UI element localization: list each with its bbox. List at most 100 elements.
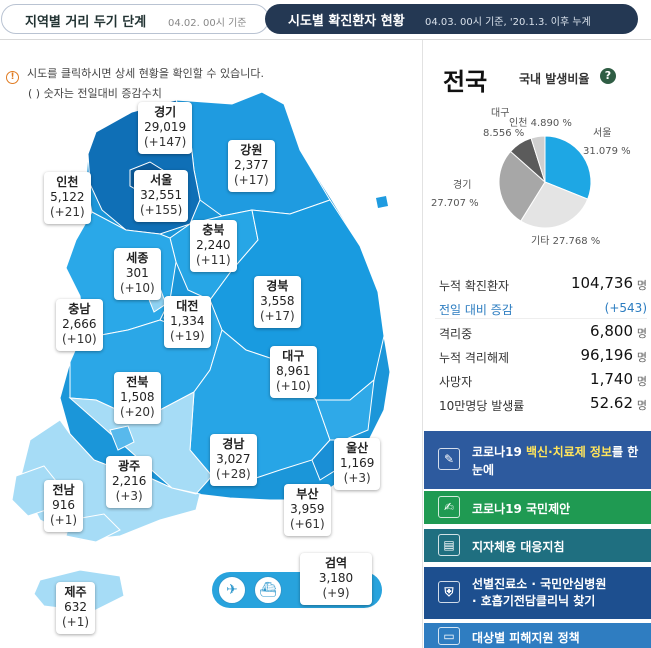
region-card-incheon[interactable]: 인천 5,122 (+21): [44, 172, 91, 224]
support-policy-label: 대상별 피해지원 정책: [472, 631, 580, 645]
stat-label: 누적 확진환자: [439, 279, 510, 293]
map-note-text1: 시도를 클릭하시면 상세 현황을 확인할 수 있습니다.: [27, 67, 264, 80]
stat-unit: 명: [636, 399, 647, 412]
airplane-icon[interactable]: ✈: [218, 576, 246, 604]
region-shape-gwangju[interactable]: [109, 425, 135, 451]
region-card-chungnam[interactable]: 충남 2,666 (+10): [56, 299, 103, 351]
region-cases: 29,019: [144, 120, 187, 134]
pie-label-gyeonggi: 경기: [453, 180, 472, 191]
stat-unit: 명: [636, 351, 647, 364]
region-cases: 3,959: [290, 502, 325, 516]
clinic-finder-label: 선별진료소 · 국민안심병원 · 호흡기전담클리닉 찾기: [472, 576, 646, 610]
region-card-busan[interactable]: 부산 3,959 (+61): [284, 484, 331, 536]
region-name: 전남: [52, 483, 75, 497]
region-card-jeonbuk[interactable]: 전북 1,508 (+20): [114, 372, 161, 424]
vaccine-label-pre: 코로나19: [472, 445, 526, 459]
region-cases: 3,558: [260, 294, 295, 308]
region-cases: 8,961: [276, 364, 311, 378]
region-card-gwangju[interactable]: 광주 2,216 (+3): [106, 456, 153, 508]
region-name: 제주: [64, 585, 87, 599]
region-card-seoul[interactable]: 서울 32,551 (+155): [134, 170, 189, 222]
region-name: 경남: [222, 437, 245, 451]
korea-map: 경기 29,019 (+147) 강원 2,377 (+17) 인천 5,122…: [0, 92, 430, 648]
region-card-gyeonggi[interactable]: 경기 29,019 (+147): [138, 102, 193, 154]
region-name: 경북: [266, 279, 289, 293]
region-card-chungbuk[interactable]: 충북 2,240 (+11): [190, 220, 237, 272]
shield-icon: ⛨: [438, 581, 460, 603]
stat-row-total: 누적 확진환자 104,736 명: [435, 271, 647, 295]
pie-label-incheon: 인천 4.890 %: [509, 118, 572, 129]
pie-label-gyeonggi-value: 27.707 %: [431, 198, 479, 209]
region-name: 경기: [154, 105, 177, 119]
tab-distancing-level-label: 지역별 거리 두기 단계: [25, 15, 147, 30]
top-tab-bar: 지역별 거리 두기 단계 04.02. 00시 기준 시도별 확진환자 현황 0…: [0, 0, 651, 40]
region-card-gyeongnam[interactable]: 경남 3,027 (+28): [210, 434, 257, 486]
tab-city-cases[interactable]: 시도별 확진환자 현황 04.03. 00시 기준, '20.1.3. 이후 누…: [265, 4, 638, 34]
pie-slice-4: [530, 135, 546, 183]
help-icon[interactable]: ?: [600, 68, 616, 84]
region-card-daegu[interactable]: 대구 8,961 (+10): [270, 346, 317, 398]
guideline-label: 지자체용 대응지침: [472, 540, 565, 554]
proposal-button[interactable]: ✍ 코로나19 국민제안: [424, 491, 651, 524]
folder-icon: ▭: [438, 627, 460, 645]
region-cases: 3,027: [216, 452, 251, 466]
proposal-label: 코로나19 국민제안: [472, 502, 571, 516]
region-cases: 301: [125, 266, 149, 280]
region-name: 서울: [150, 173, 173, 187]
region-card-gyeongbuk[interactable]: 경북 3,558 (+17): [254, 276, 301, 328]
stat-label: 사망자: [439, 375, 473, 389]
tab-distancing-level[interactable]: 지역별 거리 두기 단계 04.02. 00시 기준: [1, 4, 269, 34]
region-delta: (+19): [170, 329, 205, 343]
region-delta: (+11): [196, 253, 231, 267]
pie-slice-1: [520, 181, 589, 229]
divider: [435, 318, 647, 319]
pie-svg: [498, 135, 592, 229]
region-name: 세종: [126, 251, 149, 265]
region-name: 대전: [176, 299, 199, 313]
pie-label-other: 기타 27.768 %: [531, 236, 601, 247]
stat-value: (+543): [604, 301, 647, 315]
region-delta: (+3): [343, 471, 371, 485]
region-card-quarantine[interactable]: 검역 3,180 (+9): [300, 553, 372, 605]
region-name: 충남: [68, 302, 91, 316]
region-card-jeonnam[interactable]: 전남 916 (+1): [44, 480, 84, 532]
region-card-sejong[interactable]: 세종 301 (+10): [114, 248, 161, 300]
national-stats: 누적 확진환자 104,736 명 전일 대비 증감 (+543) 격리중 6,…: [435, 271, 647, 415]
pie-label-daegu: 대구: [491, 108, 510, 119]
region-cases: 2,216: [112, 474, 147, 488]
region-delta: (+17): [260, 309, 295, 323]
stat-unit: 명: [636, 279, 647, 292]
region-card-jeju[interactable]: 제주 632 (+1): [56, 582, 96, 634]
stat-value: 6,800: [590, 322, 633, 340]
map-note-line1: ! 시도를 클릭하시면 상세 현황을 확인할 수 있습니다.: [6, 64, 264, 84]
region-card-ulsan[interactable]: 울산 1,169 (+3): [334, 438, 381, 490]
map-note: ! 시도를 클릭하시면 상세 현황을 확인할 수 있습니다. ( ) 숫자는 전일…: [6, 64, 264, 104]
region-name: 울산: [346, 441, 369, 455]
syringe-icon: ✎: [438, 448, 460, 470]
region-name: 대구: [282, 349, 305, 363]
map-note-line2: ( ) 숫자는 전일대비 증감수치: [28, 87, 162, 100]
ship-icon[interactable]: ⛴: [254, 576, 282, 604]
region-cases: 1,334: [170, 314, 205, 328]
pie-label-seoul-value: 31.079 %: [583, 146, 631, 157]
region-card-gangwon[interactable]: 강원 2,377 (+17): [228, 140, 275, 192]
stat-label: 격리중: [439, 327, 473, 341]
clinic-label-line1: 선별진료소 · 국민안심병원: [472, 577, 607, 591]
support-policy-button[interactable]: ▭ 대상별 피해지원 정책: [424, 623, 651, 648]
clinic-finder-button[interactable]: ⛨ 선별진료소 · 국민안심병원 · 호흡기전담클리닉 찾기: [424, 567, 651, 619]
pie-slice-2: [498, 150, 546, 222]
region-cases: 2,666: [62, 317, 97, 331]
region-cases: 2,377: [234, 158, 269, 172]
vaccine-info-button[interactable]: ✎ 코로나19 백신·치료제 정보를 한눈에: [424, 431, 651, 489]
stat-value: 96,196: [580, 346, 634, 364]
guideline-button[interactable]: ▤ 지자체용 대응지침: [424, 529, 651, 562]
pie-label-seoul: 서울: [593, 128, 612, 139]
region-name: 부산: [296, 487, 319, 501]
region-name: 인천: [56, 175, 79, 189]
region-delta: (+28): [216, 467, 251, 481]
region-card-daejeon[interactable]: 대전 1,334 (+19): [164, 296, 211, 348]
vaccine-label-highlight: 백신·치료제 정보: [526, 445, 613, 459]
quarantine-delta: (+9): [322, 586, 350, 600]
stat-value: 52.62: [590, 394, 633, 412]
pie-label-daegu-value: 8.556 %: [483, 128, 525, 139]
